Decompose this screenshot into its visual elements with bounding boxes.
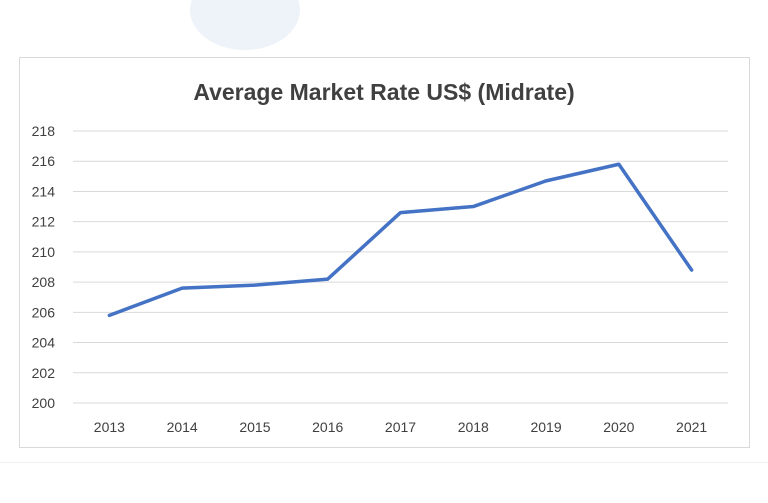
x-tick-label: 2018 xyxy=(458,419,489,435)
x-tick-label: 2016 xyxy=(312,419,343,435)
x-axis-ticks: 2013 2014 2015 2016 2017 2018 2019 2020 2021 xyxy=(94,419,708,435)
data-point xyxy=(399,211,402,215)
data-point xyxy=(471,205,475,209)
y-tick-label: 204 xyxy=(32,335,56,351)
data-point xyxy=(253,283,257,287)
y-tick-label: 210 xyxy=(32,244,56,260)
data-point xyxy=(617,162,621,166)
x-tick-label: 2014 xyxy=(167,419,198,435)
y-tick-label: 214 xyxy=(32,183,56,199)
gridlines xyxy=(73,130,728,404)
x-tick-label: 2021 xyxy=(676,419,707,435)
y-tick-label: 216 xyxy=(32,153,56,169)
data-point xyxy=(544,179,548,183)
divider xyxy=(0,462,768,463)
x-tick-label: 2013 xyxy=(94,419,125,435)
data-point xyxy=(690,268,694,272)
x-tick-label: 2017 xyxy=(385,419,416,435)
x-tick-label: 2019 xyxy=(530,419,561,435)
y-tick-label: 218 xyxy=(32,123,56,139)
x-tick-label: 2020 xyxy=(603,419,634,435)
series-group xyxy=(107,162,694,318)
series-line xyxy=(107,162,694,318)
y-tick-label: 200 xyxy=(32,395,56,411)
data-point xyxy=(180,286,184,290)
y-tick-label: 206 xyxy=(32,304,56,320)
chart-card xyxy=(19,57,750,448)
x-tick-label: 2015 xyxy=(239,419,270,435)
chart-title: Average Market Rate US$ (Midrate) xyxy=(193,79,574,105)
data-point xyxy=(326,277,330,281)
y-axis-ticks: 200 202 204 206 208 210 212 214 216 218 xyxy=(32,123,56,411)
data-point xyxy=(107,313,111,317)
y-tick-label: 208 xyxy=(32,274,56,290)
y-tick-label: 202 xyxy=(32,365,56,381)
y-tick-label: 212 xyxy=(32,214,56,230)
